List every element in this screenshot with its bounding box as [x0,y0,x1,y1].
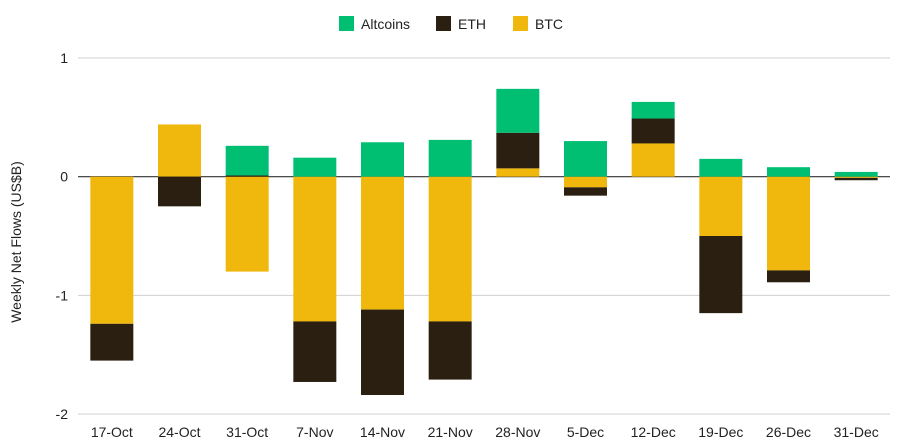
x-axis-ticks: 17-Oct 24-Oct 31-Oct 7-Nov 14-Nov 21-Nov 28-No… [91,424,879,440]
bar-altcoins-12-dec [631,101,675,119]
y-tick-label: 0 [60,169,68,185]
legend-swatch-eth [436,16,451,31]
bar-btc-12-dec [631,143,675,177]
y-tick-label: -2 [56,406,69,422]
bar-eth-26-dec [767,270,810,283]
bar-eth-12-dec [631,118,675,144]
bar-btc-14-nov [361,176,404,310]
bar-eth-24-oct [158,176,201,207]
x-tick-label: 26-Dec [766,424,811,440]
y-tick-label: -1 [56,287,69,303]
y-tick-label: 1 [60,50,68,66]
bar-altcoins-19-dec [699,158,743,177]
bar-btc-21-nov [428,176,472,322]
legend-swatch-btc [513,16,528,31]
bar-btc-31-dec [834,176,878,178]
x-tick-label: 24-Oct [158,424,200,440]
bar-btc-19-dec [699,176,743,236]
legend-label-btc: BTC [535,16,563,32]
legend-swatch-altcoins [339,16,354,31]
bar-btc-7-nov [293,176,337,322]
x-tick-label: 7-Nov [296,424,333,440]
bar-btc-5-dec [564,176,607,188]
bar-eth-31-dec [834,177,878,181]
x-tick-label: 17-Oct [91,424,133,440]
bar-btc-26-dec [767,176,810,271]
x-tick-label: 14-Nov [360,424,405,440]
x-tick-label: 31-Oct [226,424,268,440]
bar-eth-19-dec [699,236,743,314]
x-tick-label: 21-Nov [428,424,473,440]
x-tick-label: 12-Dec [631,424,676,440]
bar-eth-7-nov [293,321,337,382]
bar-eth-17-oct [90,323,134,361]
bar-btc-17-oct [90,176,134,324]
x-tick-label: 5-Dec [567,424,604,440]
x-tick-label: 28-Nov [495,424,540,440]
y-axis-ticks: -2 -1 0 1 [56,50,69,422]
bar-eth-14-nov [361,309,404,396]
bar-eth-5-dec [564,187,607,196]
bar-eth-31-oct [225,175,269,177]
legend-label-altcoins: Altcoins [361,16,410,32]
bar-eth-21-nov [428,321,472,380]
legend-label-eth: ETH [458,16,486,32]
bar-altcoins-7-nov [293,157,337,177]
bar-altcoins-14-nov [361,142,404,177]
bar-btc-24-oct [158,124,201,177]
bar-btc-28-nov [496,168,540,177]
bars [90,88,878,396]
x-tick-label: 31-Dec [834,424,879,440]
bar-altcoins-21-nov [428,139,472,177]
legend: Altcoins ETH BTC [339,16,563,32]
bar-altcoins-5-dec [564,141,607,177]
bar-altcoins-31-dec [834,171,878,177]
y-axis-title: Weekly Net Flows (US$B) [8,161,24,323]
bar-altcoins-26-dec [767,167,810,177]
bar-altcoins-31-oct [225,145,269,176]
x-tick-label: 19-Dec [698,424,743,440]
bar-altcoins-28-nov [496,88,540,133]
grid-lines [78,57,890,415]
bar-btc-31-oct [225,176,269,272]
bar-eth-28-nov [496,132,540,169]
